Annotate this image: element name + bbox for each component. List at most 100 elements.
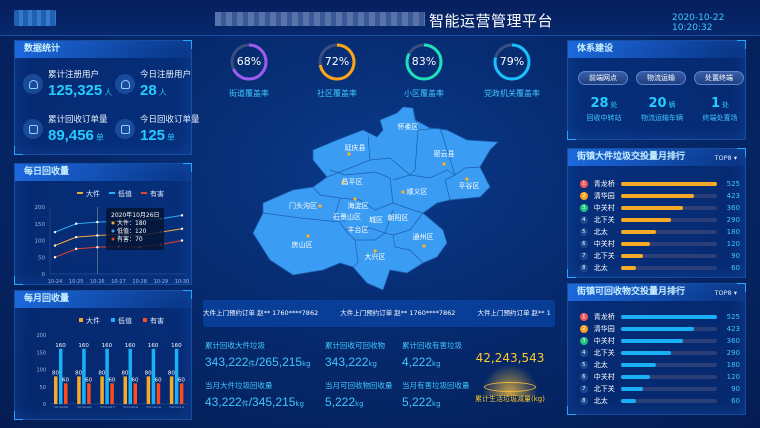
- district-label[interactable]: 大兴区: [365, 252, 386, 261]
- district-label[interactable]: 昌平区: [342, 178, 363, 186]
- district-label[interactable]: 石景山区: [333, 212, 361, 221]
- bar-1[interactable]: [128, 348, 133, 404]
- top-selector[interactable]: TOP8 ▾: [714, 289, 738, 297]
- legend-item[interactable]: 大件: [79, 316, 100, 325]
- district-marker[interactable]: [353, 197, 357, 201]
- district-label[interactable]: 海淀区: [348, 201, 369, 210]
- gauge-value: 72%: [324, 55, 350, 68]
- panel-title: 街镇可回收物交投量月排行: [568, 284, 745, 301]
- y-tick-label: 200: [36, 333, 46, 339]
- bar-1[interactable]: [151, 348, 156, 404]
- bar-1[interactable]: [105, 348, 109, 404]
- system-tag[interactable]: 处置终端: [694, 71, 744, 85]
- rank-row[interactable]: 7 北下关 90: [580, 384, 740, 394]
- data-point[interactable]: [53, 244, 57, 247]
- rank-row[interactable]: 8 北太 60: [580, 396, 740, 406]
- rank-row[interactable]: 6 中关村 120: [580, 239, 740, 249]
- rank-row[interactable]: 3 中关村 360: [580, 336, 740, 346]
- rank-row[interactable]: 1 青龙桥 525: [580, 179, 740, 189]
- district-label[interactable]: 城区: [369, 216, 383, 224]
- district-label[interactable]: 门头沟区: [289, 201, 317, 210]
- legend-item[interactable]: 大件: [77, 189, 100, 198]
- data-point[interactable]: [53, 256, 57, 259]
- legend-item[interactable]: 低值: [109, 189, 132, 198]
- rank-row[interactable]: 3 中关村 360: [580, 203, 740, 213]
- rank-name: 中关村: [593, 337, 615, 345]
- bar-0[interactable]: [123, 376, 128, 404]
- district-marker[interactable]: [442, 162, 446, 166]
- district-marker[interactable]: [306, 234, 310, 238]
- bar-1[interactable]: [82, 348, 86, 404]
- top-selector[interactable]: TOP8 ▾: [714, 154, 738, 162]
- bar-2[interactable]: [156, 383, 161, 404]
- district-label[interactable]: 通州区: [413, 232, 434, 241]
- district-marker[interactable]: [465, 177, 469, 181]
- bar-0[interactable]: [54, 376, 58, 404]
- district-marker[interactable]: [373, 249, 377, 253]
- rank-row[interactable]: 5 北太 180: [580, 360, 740, 370]
- district-marker[interactable]: [401, 190, 405, 194]
- district-marker[interactable]: [341, 180, 345, 184]
- rank-row[interactable]: 7 北下关 90: [580, 251, 740, 261]
- system-tag[interactable]: 物流运输: [636, 71, 686, 85]
- district-label[interactable]: 平谷区: [459, 181, 480, 190]
- bar-0[interactable]: [146, 376, 151, 404]
- rank-row[interactable]: 4 北下关 290: [580, 215, 740, 225]
- blurred-title-prefix: [215, 12, 425, 26]
- bar-0[interactable]: [169, 376, 174, 404]
- rank-bar-track: [620, 375, 717, 379]
- bar-2[interactable]: [133, 383, 138, 404]
- users-icon: [23, 74, 43, 94]
- legend-item[interactable]: 有害: [143, 316, 164, 325]
- district-label[interactable]: 顺义区: [407, 188, 428, 196]
- data-point[interactable]: [180, 239, 184, 242]
- district-label[interactable]: 房山区: [292, 240, 313, 249]
- district-label[interactable]: 丰台区: [348, 225, 369, 234]
- bar-0[interactable]: [100, 376, 104, 404]
- rank-value: 290: [726, 216, 741, 224]
- data-point[interactable]: [180, 227, 184, 230]
- district-label[interactable]: 朝阳区: [388, 213, 409, 222]
- bar-2[interactable]: [110, 383, 114, 404]
- data-point[interactable]: [96, 246, 99, 249]
- district-marker[interactable]: [347, 152, 351, 156]
- district-marker[interactable]: [422, 244, 426, 248]
- data-point[interactable]: [74, 247, 78, 251]
- rank-row[interactable]: 1 青龙桥 525: [580, 312, 740, 322]
- data-point[interactable]: [96, 220, 99, 224]
- bar-2[interactable]: [87, 383, 91, 404]
- monthly-recycle-panel: 每月回收量 大件 低值 有害 0 50 100 150 200 80 160 60 202005 80 1…: [14, 290, 192, 420]
- tooltip-dot: [111, 237, 115, 241]
- rank-row[interactable]: 2 清华园 423: [580, 191, 740, 201]
- bar-1[interactable]: [59, 348, 63, 404]
- data-point[interactable]: [74, 235, 78, 239]
- system-value: 20: [648, 96, 667, 111]
- data-point[interactable]: [74, 222, 78, 225]
- rank-value: 360: [726, 204, 741, 212]
- bar-2[interactable]: [179, 383, 184, 404]
- legend-item[interactable]: 低值: [111, 316, 132, 325]
- bar-1[interactable]: [174, 348, 179, 404]
- bar-0[interactable]: [77, 376, 81, 404]
- district-label[interactable]: 怀柔区: [398, 122, 419, 131]
- rank-value: 360: [726, 337, 741, 345]
- data-point[interactable]: [96, 234, 99, 237]
- rank-row[interactable]: 5 北太 180: [580, 227, 740, 237]
- rank-row[interactable]: 2 清华园 423: [580, 324, 740, 334]
- data-point[interactable]: [180, 214, 184, 217]
- rank-row[interactable]: 8 北太 60: [580, 263, 740, 273]
- rank-bar-fill: [620, 218, 671, 222]
- data-point[interactable]: [53, 230, 57, 234]
- bar-2[interactable]: [64, 383, 68, 404]
- district-marker[interactable]: [318, 204, 322, 208]
- district-label[interactable]: 延庆县: [345, 143, 366, 152]
- rank-row[interactable]: 4 北下关 290: [580, 348, 740, 358]
- legend-item[interactable]: 有害: [141, 189, 164, 198]
- system-tag[interactable]: 前端网点: [578, 71, 628, 85]
- map-outline[interactable]: [252, 106, 499, 291]
- rank-badge: 5: [580, 228, 588, 236]
- district-label[interactable]: 密云县: [434, 149, 455, 158]
- rank-row[interactable]: 6 中关村 120: [580, 372, 740, 382]
- x-tick-label: 10-26: [90, 279, 105, 285]
